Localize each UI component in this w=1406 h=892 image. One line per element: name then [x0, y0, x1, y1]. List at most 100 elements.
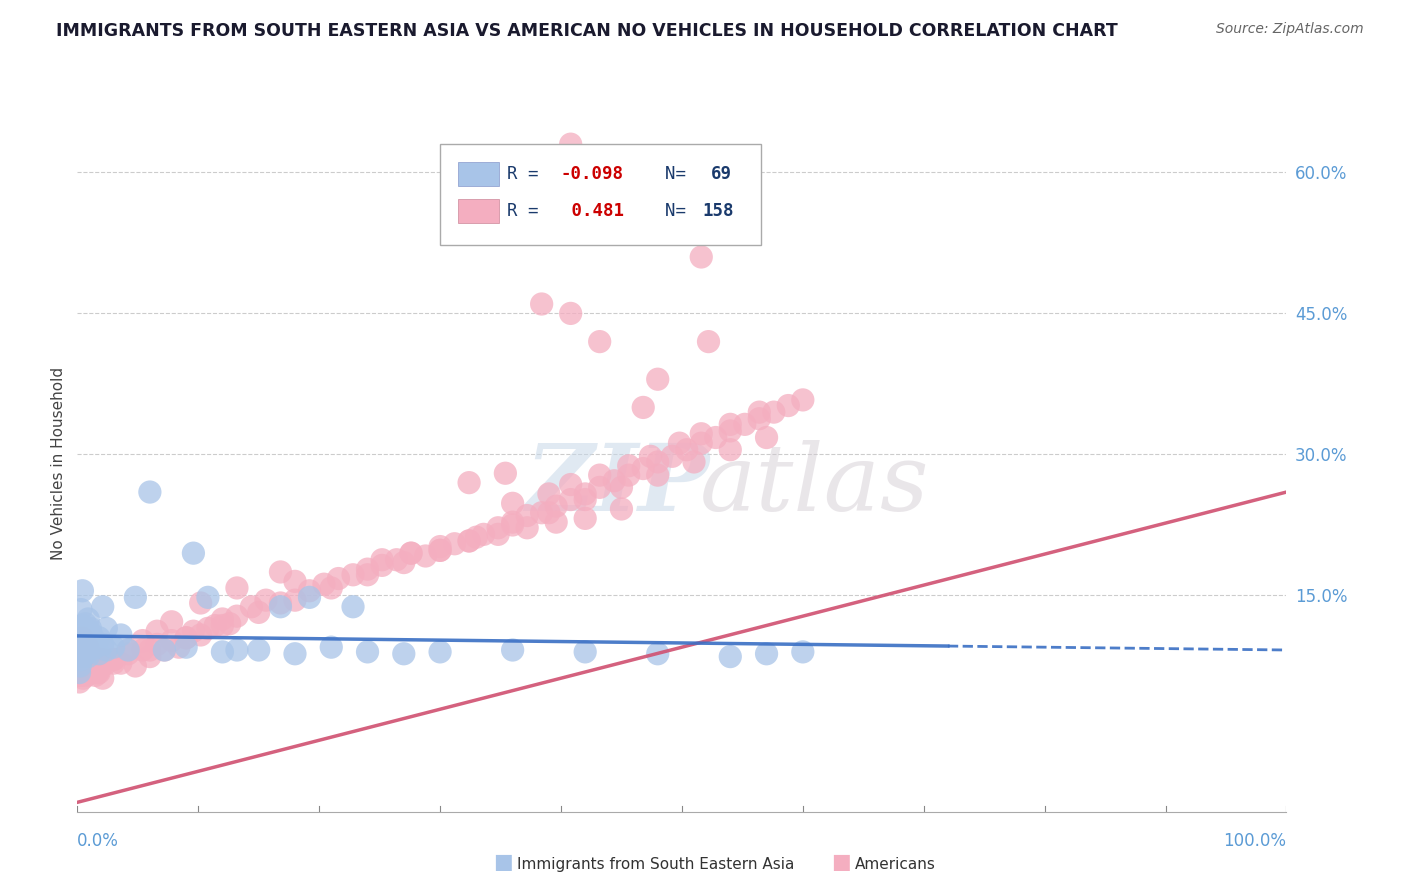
- Point: [889, 492, 911, 507]
- Point: [83, 652, 105, 666]
- Point: [187, 643, 209, 657]
- Point: [84, 640, 107, 655]
- Point: [718, 475, 741, 490]
- Point: [865, 515, 887, 529]
- Point: [75, 618, 97, 632]
- Point: [271, 596, 294, 610]
- Point: [502, 572, 524, 586]
- Point: [84, 656, 107, 670]
- Point: [550, 567, 572, 582]
- Point: [295, 618, 318, 632]
- Point: [368, 643, 391, 657]
- Point: [224, 615, 246, 629]
- Point: [84, 612, 107, 626]
- Point: [79, 665, 101, 680]
- Point: [936, 334, 959, 349]
- Point: [768, 521, 790, 535]
- Point: [936, 468, 959, 483]
- Point: [1275, 645, 1298, 659]
- Point: [73, 656, 96, 670]
- Point: [127, 640, 149, 655]
- Point: [103, 647, 125, 661]
- Point: [405, 565, 427, 579]
- Point: [308, 618, 330, 632]
- Point: [75, 583, 97, 598]
- Point: [889, 306, 911, 320]
- Point: [114, 656, 136, 670]
- Point: [1202, 405, 1225, 419]
- Point: [550, 645, 572, 659]
- Point: [77, 659, 100, 673]
- Point: [114, 643, 136, 657]
- Point: [1033, 372, 1056, 386]
- Point: [139, 656, 162, 670]
- Point: [1057, 450, 1080, 464]
- Point: [108, 671, 131, 685]
- Point: [82, 668, 104, 682]
- Text: ZIP: ZIP: [524, 440, 709, 530]
- Point: [150, 647, 173, 661]
- Point: [671, 543, 693, 558]
- Point: [718, 533, 741, 548]
- Point: [610, 556, 633, 570]
- Point: [852, 506, 875, 520]
- Point: [103, 631, 125, 645]
- Point: [105, 656, 128, 670]
- Point: [150, 643, 173, 657]
- Point: [70, 640, 93, 655]
- Point: [332, 643, 354, 657]
- Point: [82, 631, 104, 645]
- Point: [332, 581, 354, 595]
- Point: [792, 643, 814, 657]
- Point: [453, 591, 475, 605]
- Point: [75, 628, 97, 642]
- Point: [489, 581, 512, 595]
- Point: [792, 515, 814, 529]
- Point: [100, 665, 122, 680]
- Point: [671, 540, 693, 554]
- Point: [108, 637, 131, 651]
- Point: [69, 665, 91, 680]
- Point: [79, 637, 101, 651]
- Point: [93, 649, 115, 664]
- Point: [1154, 424, 1177, 438]
- Point: [76, 640, 98, 655]
- Text: R =: R =: [506, 202, 548, 220]
- Point: [623, 546, 645, 560]
- Point: [308, 645, 330, 659]
- Point: [69, 635, 91, 649]
- Point: [489, 640, 512, 655]
- Point: [574, 553, 596, 567]
- Point: [72, 645, 94, 659]
- Point: [80, 662, 103, 676]
- Point: [792, 518, 814, 533]
- Point: [114, 621, 136, 635]
- Point: [96, 637, 118, 651]
- Point: [574, 558, 596, 573]
- Point: [127, 656, 149, 670]
- Point: [1033, 455, 1056, 469]
- Point: [90, 659, 112, 673]
- Point: [1107, 250, 1129, 264]
- Point: [1010, 401, 1032, 415]
- Point: [174, 633, 197, 648]
- Point: [973, 480, 995, 494]
- Point: [80, 647, 103, 661]
- Point: [70, 665, 93, 680]
- Point: [1130, 430, 1153, 444]
- Point: [90, 628, 112, 642]
- Point: [67, 631, 90, 645]
- Point: [429, 574, 451, 589]
- Point: [429, 593, 451, 607]
- Point: [1118, 334, 1140, 349]
- FancyBboxPatch shape: [458, 161, 499, 186]
- Point: [1107, 436, 1129, 450]
- Text: N=: N=: [644, 202, 686, 220]
- Point: [163, 591, 186, 605]
- Point: [90, 649, 112, 664]
- Point: [103, 662, 125, 676]
- Point: [247, 640, 270, 655]
- Point: [356, 599, 378, 614]
- Point: [598, 553, 620, 567]
- Point: [70, 675, 93, 690]
